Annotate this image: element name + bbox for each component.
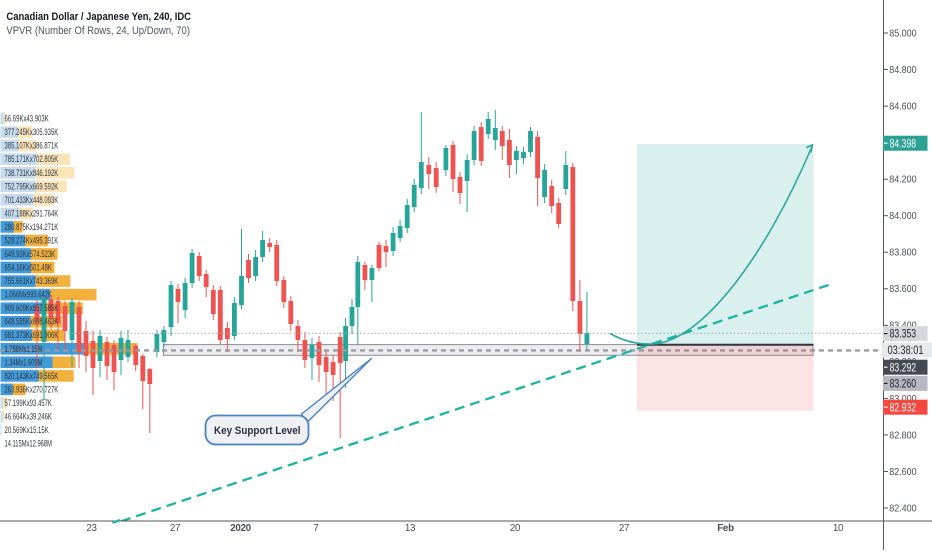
svg-text:66.69Kx43.903K: 66.69Kx43.903K bbox=[5, 114, 49, 124]
svg-text:83.600: 83.600 bbox=[889, 284, 917, 295]
svg-text:648.585Kx668.463K: 648.585Kx668.463K bbox=[5, 317, 59, 327]
svg-text:377.245Kx305.935K: 377.245Kx305.935K bbox=[5, 127, 59, 137]
svg-text:84.200: 84.200 bbox=[889, 175, 917, 186]
svg-text:738.731Kx846.192K: 738.731Kx846.192K bbox=[5, 168, 59, 178]
svg-text:83.260: 83.260 bbox=[890, 379, 917, 391]
svg-text:20: 20 bbox=[510, 523, 521, 534]
svg-text:27: 27 bbox=[170, 523, 180, 534]
svg-text:820.143Kx749.565K: 820.143Kx749.565K bbox=[5, 371, 59, 381]
svg-text:13: 13 bbox=[405, 523, 416, 534]
svg-text:Key Support Level: Key Support Level bbox=[214, 425, 301, 437]
svg-text:407.188Kx291.764K: 407.188Kx291.764K bbox=[5, 208, 59, 218]
svg-text:84.800: 84.800 bbox=[889, 65, 917, 76]
svg-text:752.795Kx669.592K: 752.795Kx669.592K bbox=[5, 181, 59, 191]
svg-text:701.433Kx448.093K: 701.433Kx448.093K bbox=[5, 195, 59, 205]
svg-text:23: 23 bbox=[86, 523, 97, 534]
svg-text:27: 27 bbox=[619, 523, 629, 534]
svg-text:385.107Kx386.871K: 385.107Kx386.871K bbox=[5, 141, 59, 151]
svg-text:03:38:01: 03:38:01 bbox=[888, 345, 924, 357]
svg-text:84.600: 84.600 bbox=[889, 102, 917, 113]
svg-text:20.569Kx15.15K: 20.569Kx15.15K bbox=[5, 425, 49, 435]
svg-text:7: 7 bbox=[313, 523, 318, 534]
svg-text:528.274Kx495.391K: 528.274Kx495.391K bbox=[5, 236, 59, 246]
svg-text:83.353: 83.353 bbox=[890, 329, 917, 341]
svg-text:909.609Kx857.585K: 909.609Kx857.585K bbox=[5, 303, 59, 313]
svg-text:681.373Kx691.906K: 681.373Kx691.906K bbox=[5, 330, 59, 340]
svg-text:84.398: 84.398 bbox=[890, 138, 917, 150]
svg-text:Canadian Dollar / Japanese Yen: Canadian Dollar / Japanese Yen, 240, IDC bbox=[6, 11, 191, 23]
svg-text:84.000: 84.000 bbox=[889, 211, 917, 222]
svg-text:10: 10 bbox=[833, 523, 844, 534]
svg-text:46.664Kx39.246K: 46.664Kx39.246K bbox=[5, 412, 52, 422]
svg-text:85.000: 85.000 bbox=[889, 28, 917, 39]
svg-text:VPVR (Number Of Rows, 24, Up/D: VPVR (Number Of Rows, 24, Up/Down, 70) bbox=[6, 25, 190, 37]
svg-text:Feb: Feb bbox=[717, 523, 734, 534]
svg-text:755.661Kx743.369K: 755.661Kx743.369K bbox=[5, 276, 59, 286]
svg-text:654.16Kx501.48K: 654.16Kx501.48K bbox=[5, 263, 52, 273]
svg-text:1.788Mx1.15M: 1.788Mx1.15M bbox=[5, 344, 43, 354]
svg-text:83.800: 83.800 bbox=[889, 248, 917, 259]
svg-text:649.93Kx574.523K: 649.93Kx574.523K bbox=[5, 249, 56, 259]
svg-text:57.199Kx93.457K: 57.199Kx93.457K bbox=[5, 398, 52, 408]
svg-text:82.932: 82.932 bbox=[890, 402, 917, 414]
svg-text:83.292: 83.292 bbox=[890, 362, 917, 374]
svg-text:2020: 2020 bbox=[230, 523, 251, 534]
svg-text:785.171Kx702.805K: 785.171Kx702.805K bbox=[5, 154, 59, 164]
svg-text:1.066Mx993.642K: 1.066Mx993.642K bbox=[5, 290, 52, 300]
svg-text:82.400: 82.400 bbox=[889, 503, 917, 514]
svg-text:82.600: 82.600 bbox=[889, 467, 917, 478]
svg-text:1.34Mx1.609M: 1.34Mx1.609M bbox=[5, 357, 43, 367]
svg-text:82.800: 82.800 bbox=[889, 430, 917, 441]
svg-text:263.936Kx270.727K: 263.936Kx270.727K bbox=[5, 384, 59, 394]
svg-text:14.115Mx12.968M: 14.115Mx12.968M bbox=[5, 439, 52, 449]
svg-text:280.875Kx194.271K: 280.875Kx194.271K bbox=[5, 222, 59, 232]
